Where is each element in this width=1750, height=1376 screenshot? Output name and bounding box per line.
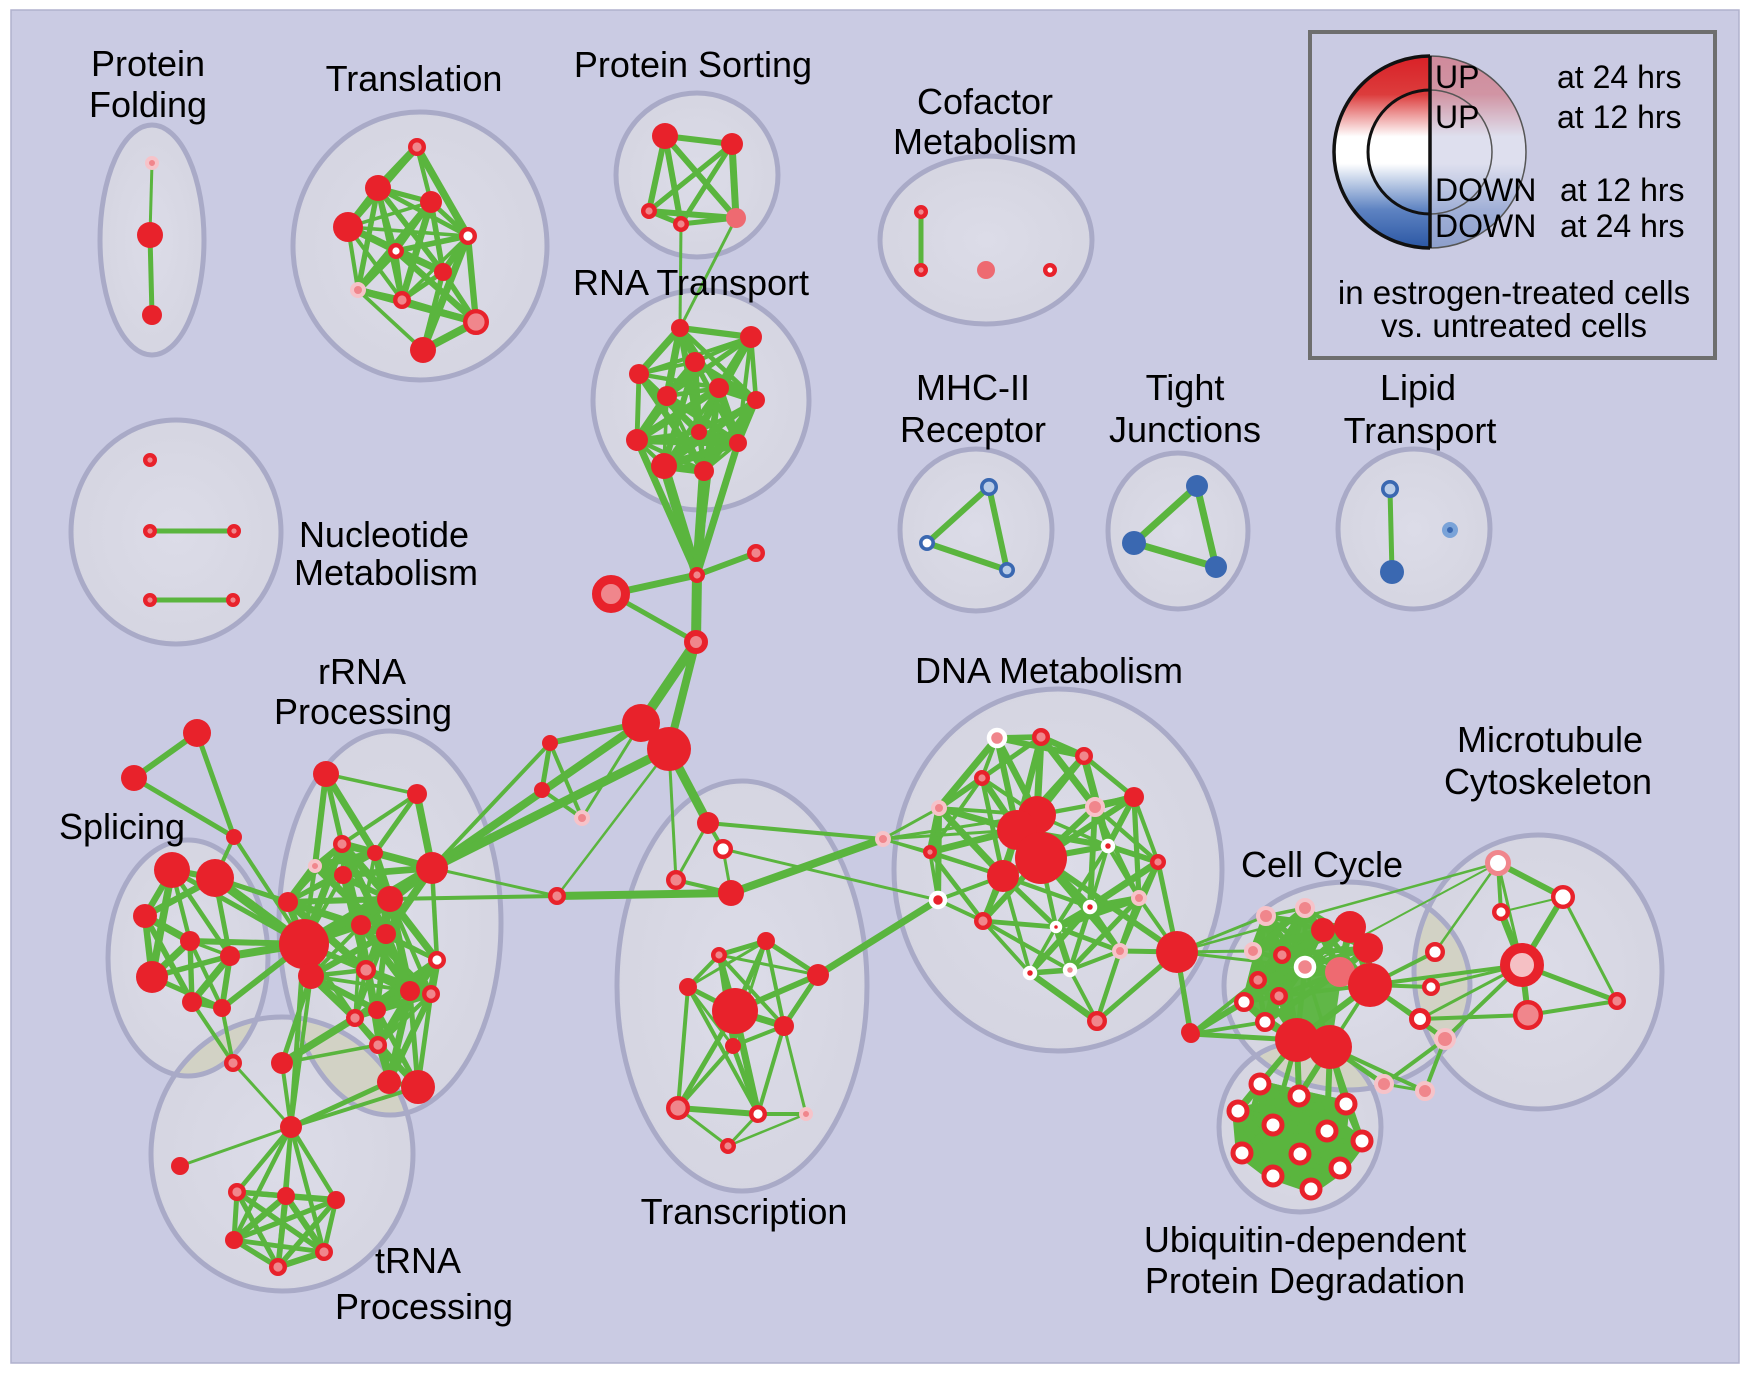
svg-text:Cofactor: Cofactor (917, 81, 1053, 122)
svg-text:Ubiquitin-dependent: Ubiquitin-dependent (1144, 1219, 1466, 1260)
svg-text:Folding: Folding (89, 84, 207, 125)
svg-text:at 24 hrs: at 24 hrs (1557, 59, 1682, 95)
svg-text:DOWN: DOWN (1435, 172, 1536, 208)
svg-text:at 12 hrs: at 12 hrs (1557, 99, 1682, 135)
svg-text:Protein Degradation: Protein Degradation (1145, 1260, 1465, 1301)
svg-text:Microtubule: Microtubule (1457, 719, 1643, 760)
svg-text:Junctions: Junctions (1109, 409, 1261, 450)
svg-text:Tight: Tight (1146, 367, 1225, 408)
svg-text:Metabolism: Metabolism (893, 121, 1077, 162)
svg-text:UP: UP (1435, 59, 1479, 95)
svg-text:Processing: Processing (274, 691, 452, 732)
svg-text:Splicing: Splicing (59, 806, 185, 847)
svg-text:RNA Transport: RNA Transport (573, 262, 809, 303)
svg-text:at 12 hrs: at 12 hrs (1560, 172, 1685, 208)
svg-text:Transport: Transport (1344, 410, 1497, 451)
svg-text:Metabolism: Metabolism (294, 552, 478, 593)
svg-text:rRNA: rRNA (318, 651, 406, 692)
svg-text:Protein Sorting: Protein Sorting (574, 44, 812, 85)
svg-text:vs. untreated cells: vs. untreated cells (1381, 307, 1647, 344)
svg-text:at 24 hrs: at 24 hrs (1560, 208, 1685, 244)
svg-text:Transcription: Transcription (641, 1191, 848, 1232)
svg-text:MHC-II: MHC-II (916, 367, 1030, 408)
svg-text:Nucleotide: Nucleotide (299, 514, 469, 555)
svg-text:DOWN: DOWN (1435, 208, 1536, 244)
svg-text:Protein: Protein (91, 43, 205, 84)
svg-text:Lipid: Lipid (1380, 367, 1456, 408)
svg-text:Processing: Processing (335, 1286, 513, 1327)
svg-text:Receptor: Receptor (900, 409, 1046, 450)
svg-text:UP: UP (1435, 99, 1479, 135)
svg-text:Translation: Translation (326, 58, 503, 99)
svg-text:in estrogen-treated cells: in estrogen-treated cells (1338, 274, 1690, 311)
svg-text:Cytoskeleton: Cytoskeleton (1444, 761, 1652, 802)
svg-text:Cell Cycle: Cell Cycle (1241, 844, 1403, 885)
svg-text:DNA Metabolism: DNA Metabolism (915, 650, 1183, 691)
svg-text:tRNA: tRNA (375, 1240, 461, 1281)
